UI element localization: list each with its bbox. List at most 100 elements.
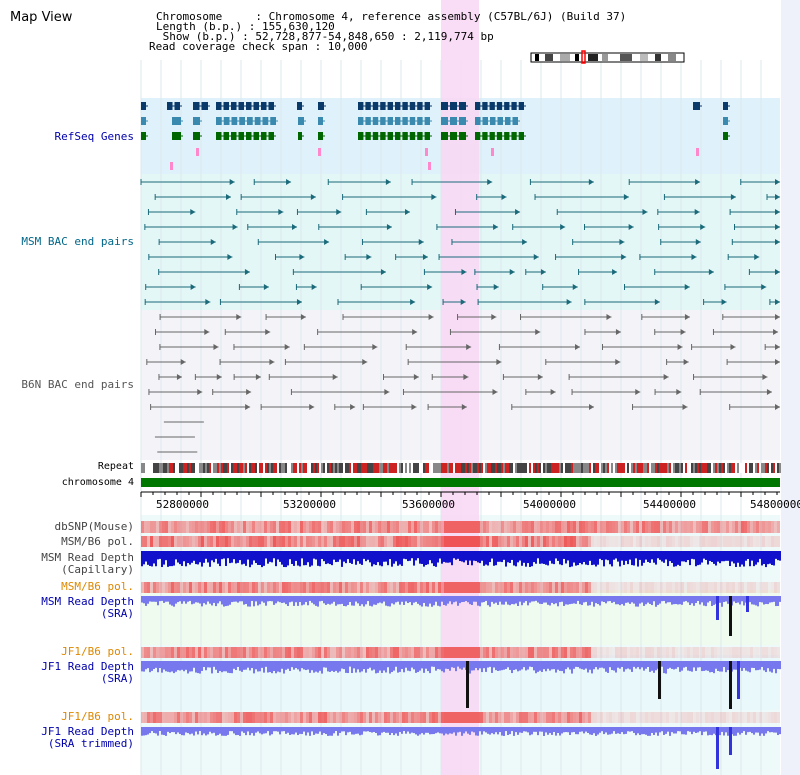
read-depth-bar — [675, 551, 677, 567]
msm-bac-pair — [324, 239, 330, 245]
read-depth-bar — [459, 727, 461, 732]
polymorphism-cell — [510, 521, 513, 533]
read-depth-bar — [749, 661, 751, 673]
polymorphism-cell — [366, 521, 369, 533]
gene-exon — [270, 117, 276, 125]
read-depth-bar — [647, 727, 649, 736]
polymorphism-cell — [729, 536, 732, 547]
read-depth-bar — [683, 661, 685, 668]
read-depth-bar — [557, 551, 559, 561]
read-depth-bar — [243, 727, 245, 733]
polymorphism-cell — [765, 712, 768, 723]
read-depth-bar — [477, 661, 479, 671]
read-depth-bar — [681, 661, 683, 671]
read-depth-bar — [255, 727, 257, 733]
jf1-read-depth-sra-trimmed-label[interactable]: JF1 Read Depth (SRA trimmed) — [41, 726, 134, 750]
gene-exon — [402, 117, 408, 125]
b6n-bac-pair — [411, 404, 417, 410]
polymorphism-cell — [450, 647, 453, 658]
read-depth-bar — [493, 727, 495, 735]
read-depth-bar — [175, 661, 177, 672]
read-depth-bar — [691, 596, 693, 604]
msm-b6-pol-label[interactable]: MSM/B6 pol. — [61, 536, 134, 548]
repeat-element — [149, 463, 151, 473]
read-depth-bar — [411, 661, 413, 668]
msm-bac-end-pairs-label[interactable]: MSM BAC end pairs — [21, 235, 134, 248]
read-depth-bar — [297, 596, 299, 606]
polymorphism-cell — [612, 521, 615, 533]
read-depth-bar — [301, 551, 303, 559]
polymorphism-cell — [456, 647, 459, 658]
repeat-element — [553, 463, 555, 473]
axis-tick-label: 53200000 — [283, 498, 336, 511]
gene-exon — [459, 117, 466, 125]
gene-exon — [239, 117, 245, 125]
polymorphism-cell — [441, 521, 444, 533]
read-depth-bar — [559, 551, 561, 565]
read-depth-bar — [645, 551, 647, 560]
repeat-element — [597, 463, 599, 473]
jf1-b6-pol-trimmed-label[interactable]: JF1/B6 pol. — [61, 711, 134, 723]
read-depth-bar — [475, 661, 477, 668]
polymorphism-cell — [633, 582, 636, 593]
read-depth-bar — [539, 727, 541, 732]
read-depth-bar — [763, 596, 765, 605]
polymorphism-cell — [450, 582, 453, 593]
polymorphism-cell — [414, 536, 417, 547]
polymorphism-cell — [471, 582, 474, 593]
read-depth-bar — [323, 551, 325, 562]
read-depth-bar — [479, 727, 481, 732]
polymorphism-cell — [243, 536, 246, 547]
refseq-genes-label[interactable]: RefSeq Genes — [54, 130, 134, 143]
read-depth-bar — [289, 551, 291, 560]
read-depth-bar — [741, 661, 743, 671]
read-depth-bar — [209, 727, 211, 732]
read-depth-bar — [567, 661, 569, 668]
msm-read-depth-sra-label[interactable]: MSM Read Depth (SRA) — [41, 596, 134, 620]
polymorphism-cell — [744, 521, 747, 533]
msm-b6-pol-sra-label[interactable]: MSM/B6 pol. — [61, 581, 134, 593]
msm-read-depth-capillary-label[interactable]: MSM Read Depth (Capillary) — [41, 552, 134, 576]
repeat-element — [305, 463, 307, 473]
jf1-read-depth-sra-label[interactable]: JF1 Read Depth (SRA) — [41, 661, 134, 685]
read-depth-bar — [161, 596, 163, 601]
msm-bac-pair — [621, 254, 627, 260]
b6n-bac-end-pairs-label[interactable]: B6N BAC end pairs — [21, 378, 134, 391]
read-depth-bar — [505, 596, 507, 602]
gene-exon — [216, 117, 222, 125]
gene-exon — [172, 132, 181, 140]
polymorphism-cell — [414, 647, 417, 658]
repeat-element — [569, 463, 571, 473]
dbsnp-mouse-label[interactable]: dbSNP(Mouse) — [55, 521, 134, 533]
polymorphism-cell — [567, 582, 570, 593]
polymorphism-cell — [306, 712, 309, 723]
polymorphism-cell — [330, 536, 333, 547]
read-depth-bar — [681, 596, 683, 605]
polymorphism-cell — [291, 582, 294, 593]
repeat-element — [327, 463, 329, 473]
jf1-b6-pol-label[interactable]: JF1/B6 pol. — [61, 646, 134, 658]
polymorphism-cell — [228, 712, 231, 723]
read-depth-bar — [445, 727, 447, 734]
read-depth-bar — [235, 727, 237, 736]
polymorphism-cell — [621, 647, 624, 658]
polymorphism-cell — [195, 712, 198, 723]
polymorphism-cell — [420, 521, 423, 533]
read-depth-bar — [533, 596, 535, 602]
read-depth-bar — [295, 661, 297, 669]
repeat-element — [339, 463, 341, 473]
read-depth-bar — [259, 596, 261, 605]
polymorphism-cell — [345, 712, 348, 723]
read-depth-bar — [555, 551, 557, 559]
read-depth-bar — [171, 661, 173, 672]
polymorphism-cell — [267, 521, 270, 533]
polymorphism-cell — [207, 536, 210, 547]
repeat-element — [705, 463, 707, 473]
read-depth-bar — [605, 551, 607, 560]
polymorphism-cell — [321, 647, 324, 658]
read-depth-bar — [601, 551, 603, 561]
repeat-element — [521, 463, 523, 473]
read-depth-bar — [653, 596, 655, 602]
read-depth-bar — [453, 551, 455, 559]
b6n-bac-pair — [682, 404, 688, 410]
